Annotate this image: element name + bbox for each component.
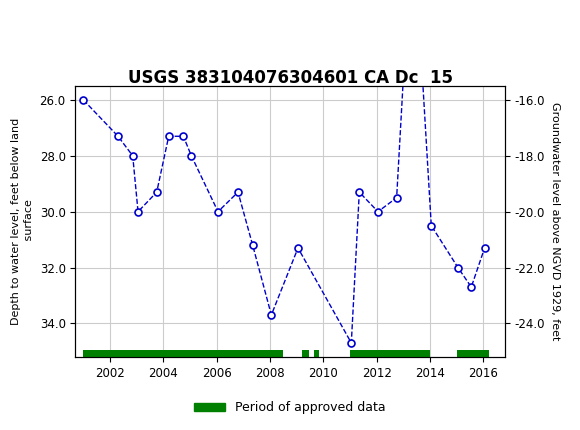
Y-axis label: Depth to water level, feet below land
 surface: Depth to water level, feet below land su… <box>11 118 34 325</box>
Bar <box>350 350 430 357</box>
Y-axis label: Groundwater level above NGVD 1929, feet: Groundwater level above NGVD 1929, feet <box>550 102 560 341</box>
Legend: Period of approved data: Period of approved data <box>189 396 391 419</box>
Bar <box>456 350 488 357</box>
Bar <box>314 350 320 357</box>
Text: ▒USGS: ▒USGS <box>6 15 64 37</box>
Bar <box>84 350 284 357</box>
Text: USGS 383104076304601 CA Dc  15: USGS 383104076304601 CA Dc 15 <box>128 69 452 87</box>
Bar <box>302 350 309 357</box>
